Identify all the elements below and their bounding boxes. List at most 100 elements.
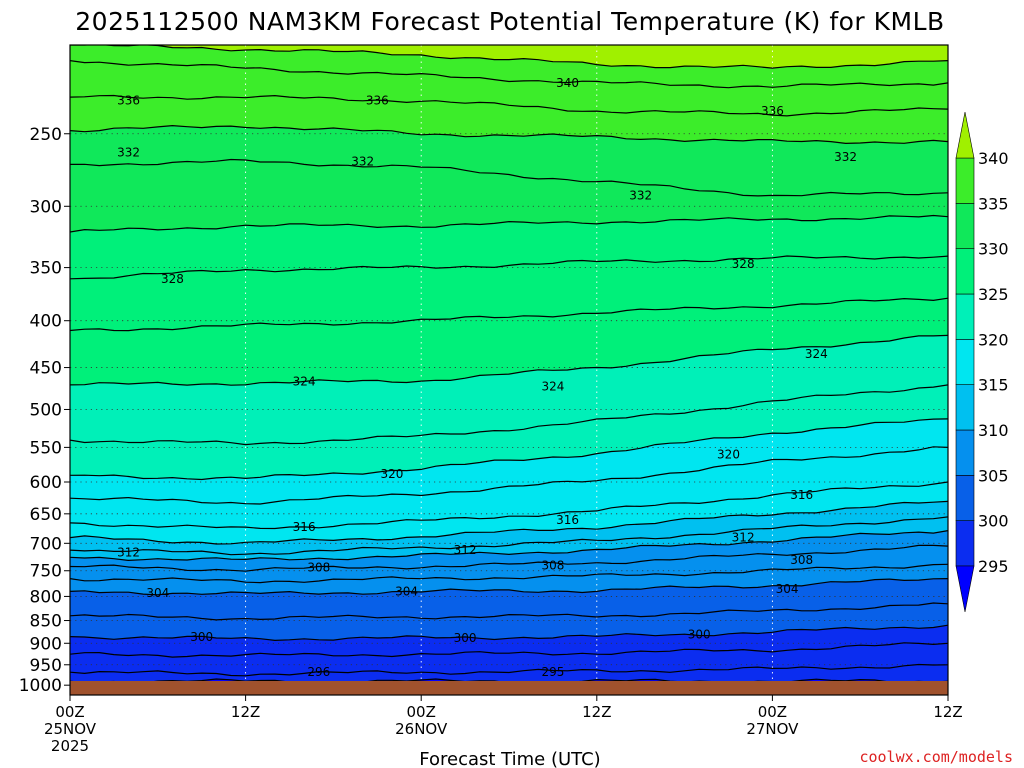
contour-label: 304 <box>395 584 418 598</box>
colorbar-label: 315 <box>978 376 1009 395</box>
contour-line <box>70 334 948 386</box>
contour-line <box>70 124 948 145</box>
contour-label: 308 <box>541 558 564 572</box>
contour-label: 332 <box>629 189 652 203</box>
contour-label: 336 <box>117 94 140 108</box>
contour-line <box>70 384 948 446</box>
contour-label: 312 <box>454 543 477 557</box>
contour-label: 316 <box>790 488 813 502</box>
contour-label: 324 <box>541 380 564 394</box>
chart-title: 2025112500 NAM3KM Forecast Potential Tem… <box>75 7 944 36</box>
contour-line <box>70 446 948 505</box>
y-tick-label: 350 <box>30 259 62 279</box>
contour-label: 336 <box>366 94 389 108</box>
y-tick-label: 250 <box>30 125 62 145</box>
plot-frame <box>69 44 949 696</box>
contour-label: 320 <box>717 448 740 462</box>
x-tick-label: 00Z <box>758 703 787 721</box>
x-tick-label: 12Z <box>933 703 962 721</box>
colorbar-segment <box>955 203 975 249</box>
y-tick-label: 300 <box>30 197 62 217</box>
credit-text: coolwx.com/models <box>859 748 1013 766</box>
contour-line <box>70 214 948 233</box>
contour-lines <box>70 45 948 681</box>
contour-label: 308 <box>790 553 813 567</box>
y-tick-label: 450 <box>30 359 62 379</box>
contour-line <box>70 563 948 584</box>
contour-line <box>70 158 948 197</box>
contour-label: 304 <box>776 582 799 596</box>
contour-label: 324 <box>293 374 316 388</box>
colorbar-label: 335 <box>978 194 1009 213</box>
y-tick-label: 900 <box>30 634 62 654</box>
contour-line <box>70 642 948 658</box>
pressure-axis: 2503003504004505005506006507007508008509… <box>19 125 70 696</box>
contour-label: 300 <box>190 630 213 644</box>
contour-line <box>70 663 948 677</box>
contour-line <box>70 297 948 332</box>
contour-label: 312 <box>117 545 140 559</box>
x-tick-label: 12Z <box>582 703 611 721</box>
contour-label: 332 <box>834 150 857 164</box>
contour-line <box>70 516 948 556</box>
colorbar-segment <box>955 384 975 431</box>
contour-line <box>70 255 948 280</box>
colorbar-label: 305 <box>978 466 1009 485</box>
colorbar-label: 320 <box>978 330 1009 349</box>
contour-line <box>70 500 948 545</box>
x-tick-label: 2025 <box>51 737 89 755</box>
y-tick-label: 1000 <box>19 676 62 696</box>
theta-fill-bands <box>70 45 948 681</box>
y-tick-label: 850 <box>30 612 62 632</box>
colorbar-label: 325 <box>978 285 1009 304</box>
contour-label: 308 <box>307 561 330 575</box>
contour-line <box>70 94 948 117</box>
y-tick-label: 500 <box>30 400 62 420</box>
contour-label: 304 <box>146 586 169 600</box>
contour-label: 340 <box>556 76 579 90</box>
colorbar-label: 340 <box>978 149 1009 168</box>
y-tick-label: 400 <box>30 312 62 332</box>
colorbar-segment <box>955 248 975 295</box>
colorbar-extend-bottom <box>955 565 975 613</box>
y-tick-label: 700 <box>30 534 62 554</box>
contour-label: 336 <box>761 104 784 118</box>
colorbar-label: 300 <box>978 512 1009 531</box>
y-tick-label: 800 <box>30 587 62 607</box>
contour-label: 324 <box>805 347 828 361</box>
y-tick-label: 550 <box>30 438 62 458</box>
contour-label: 328 <box>161 272 184 286</box>
contour-line <box>70 45 948 69</box>
x-tick-label: 12Z <box>231 703 260 721</box>
x-tick-label: 27NOV <box>746 720 799 738</box>
contour-label: 320 <box>380 467 403 481</box>
contour-line <box>70 578 948 596</box>
y-tick-label: 650 <box>30 505 62 525</box>
colorbar-extend-top <box>955 111 975 159</box>
contour-label: 328 <box>732 257 755 271</box>
contour-label: 332 <box>117 145 140 159</box>
contour-line <box>70 624 948 642</box>
x-tick-label: 00Z <box>407 703 436 721</box>
contour-label: 300 <box>454 631 477 645</box>
contour-line <box>70 481 948 530</box>
contour-label: 332 <box>351 154 374 168</box>
colorbar-segment <box>955 429 975 476</box>
contour-line <box>70 602 948 621</box>
contour-label: 295 <box>541 665 564 679</box>
y-tick-label: 950 <box>30 656 62 676</box>
colorbar-label: 310 <box>978 421 1009 440</box>
ground-bar <box>70 681 948 695</box>
colorbar-segment <box>955 339 975 385</box>
y-tick-label: 600 <box>30 473 62 493</box>
y-tick-label: 750 <box>30 562 62 582</box>
x-tick-label: 25NOV <box>44 720 97 738</box>
x-axis-title: Forecast Time (UTC) <box>419 749 600 768</box>
contour-line <box>70 530 948 562</box>
contour-line <box>70 544 948 572</box>
contour-label: 296 <box>307 665 330 679</box>
contour-line <box>70 678 948 681</box>
colorbar-segment <box>955 475 975 521</box>
x-tick-label: 00Z <box>55 703 84 721</box>
